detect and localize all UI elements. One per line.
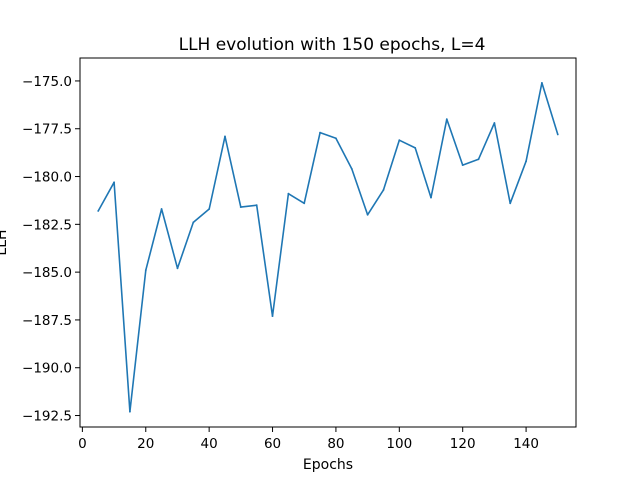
x-tick-label: 0: [78, 436, 87, 452]
series-line: [97, 82, 559, 413]
data-point: [160, 208, 163, 210]
data-point: [97, 210, 100, 212]
data-point: [287, 192, 290, 195]
data-point: [398, 139, 401, 142]
data-point: [556, 133, 559, 136]
data-point: [445, 118, 448, 121]
y-tick-label: −192.5: [22, 409, 72, 425]
data-point: [208, 208, 211, 210]
data-point: [541, 82, 543, 84]
y-tick-label: −182.5: [22, 217, 72, 233]
data-point: [382, 189, 385, 191]
data-point: [430, 196, 432, 199]
data-point: [509, 202, 512, 205]
data-point: [239, 206, 242, 209]
x-tick-label: 20: [137, 436, 154, 452]
data-point: [493, 122, 496, 124]
y-tick-label: −190.0: [22, 361, 72, 377]
chart-title: LLH evolution with 150 epochs, L=4: [179, 35, 486, 55]
x-tick-label: 40: [201, 436, 218, 452]
y-axis-label: LLH: [0, 229, 10, 255]
data-point: [525, 160, 527, 163]
series-layer: [97, 82, 559, 413]
x-tick-label: 100: [386, 436, 412, 452]
x-axis: 0 20 40 60 80 100 120 140: [78, 427, 539, 452]
x-tick-label: 80: [327, 436, 344, 452]
y-tick-label: −187.5: [22, 313, 72, 329]
data-point: [144, 269, 147, 272]
y-tick-label: −177.5: [22, 122, 72, 138]
y-tick-label: −175.0: [22, 74, 72, 90]
y-axis: −175.0 −177.5 −180.0 −182.5 −185.0 −187.5 −190…: [22, 74, 80, 425]
data-point: [224, 135, 226, 138]
data-point: [477, 158, 480, 161]
data-point: [255, 204, 258, 207]
y-tick-label: −180.0: [22, 170, 72, 186]
data-point: [335, 137, 337, 140]
data-point: [113, 181, 115, 184]
data-point: [319, 131, 321, 134]
plot-area: [79, 57, 577, 428]
data-point: [414, 147, 417, 149]
axes-frame: [79, 57, 577, 428]
data-point: [176, 267, 179, 270]
data-point: [129, 410, 131, 413]
data-point: [350, 168, 353, 170]
data-point: [366, 213, 369, 216]
x-tick-label: 120: [450, 436, 476, 452]
data-point: [303, 202, 306, 205]
x-axis-label: Epochs: [303, 457, 353, 473]
x-tick-label: 140: [513, 436, 539, 452]
data-point: [271, 315, 274, 317]
data-point: [461, 164, 464, 167]
x-tick-label: 60: [264, 436, 281, 452]
data-point: [192, 221, 195, 224]
y-tick-label: −185.0: [22, 265, 72, 281]
